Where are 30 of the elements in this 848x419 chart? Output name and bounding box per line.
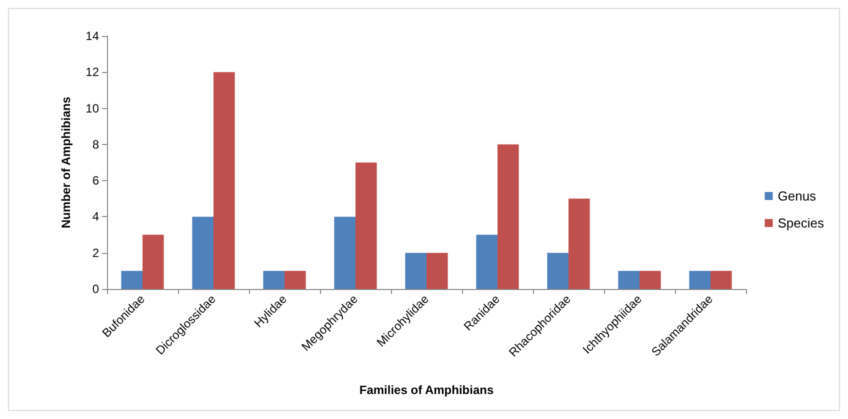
bar — [284, 270, 306, 289]
y-tick-label: 14 — [86, 29, 100, 43]
bar — [547, 252, 568, 289]
bar — [618, 270, 640, 289]
y-tick-label: 2 — [92, 246, 100, 260]
bar — [568, 198, 590, 289]
bar — [121, 270, 142, 289]
bar — [214, 72, 235, 289]
y-axis-title: Number of Amphibians — [59, 96, 73, 228]
legend-label: Genus — [778, 188, 817, 204]
y-tick-label: 8 — [92, 137, 100, 152]
bar — [426, 252, 448, 289]
y-tick-label: 6 — [92, 174, 100, 188]
x-axis-title: Families of Amphibians — [359, 383, 494, 397]
bar — [498, 144, 519, 289]
y-tick-label: 10 — [86, 101, 100, 116]
bar — [640, 270, 661, 289]
y-tick-label: 12 — [86, 65, 100, 80]
bar — [405, 252, 426, 289]
y-tick-label: 4 — [92, 210, 100, 224]
y-tick-label: 0 — [92, 282, 100, 296]
bar — [710, 270, 732, 289]
bar — [192, 216, 214, 289]
bar — [476, 234, 498, 289]
bar — [334, 216, 356, 289]
bar — [142, 234, 164, 289]
legend-label: Species — [778, 216, 824, 230]
bar — [263, 270, 284, 289]
bar — [689, 270, 710, 289]
bar — [356, 162, 377, 289]
